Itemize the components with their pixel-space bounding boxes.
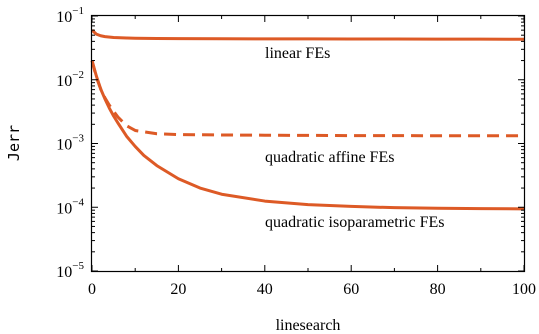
- y-tick-base: 10: [56, 137, 72, 154]
- y-tick-label: 10−1: [56, 5, 84, 26]
- y-tick-exponent: −4: [72, 196, 84, 208]
- x-tick-label: 0: [88, 281, 96, 298]
- y-tick-base: 10: [56, 200, 72, 217]
- y-tick-label: 10−5: [56, 260, 84, 281]
- plot-frame: [90, 14, 526, 273]
- y-axis-label: Jerr: [5, 125, 23, 161]
- y-tick-base: 10: [56, 73, 72, 90]
- y-tick-exponent: −3: [72, 133, 84, 145]
- y-tick-exponent: −5: [72, 260, 84, 272]
- series-line-1: [90, 29, 525, 41]
- y-tick-label: 10−2: [56, 69, 84, 90]
- x-tick-label: 60: [343, 281, 359, 298]
- series-line-2: [90, 60, 524, 138]
- series-layer: [90, 29, 525, 211]
- x-tick-label: 80: [430, 281, 446, 298]
- y-tick-label: 10−3: [56, 133, 84, 154]
- series-annotation-1: linear FEs: [265, 45, 330, 62]
- series-line-3: [90, 60, 525, 211]
- series-annotation-2: quadratic affine FEs: [265, 149, 394, 166]
- y-tick-label: 10−4: [56, 196, 84, 217]
- x-axis-label: linesearch: [276, 317, 341, 334]
- y-tick-exponent: −1: [72, 5, 84, 17]
- y-tick-base: 10: [56, 9, 72, 26]
- y-tick-exponent: −2: [72, 69, 84, 81]
- y-tick-base: 10: [56, 264, 72, 281]
- x-tick-label: 40: [257, 281, 273, 298]
- series-annotation-3: quadratic isoparametric FEs: [265, 214, 445, 231]
- x-tick-label: 100: [512, 281, 536, 298]
- x-tick-label: 20: [170, 281, 186, 298]
